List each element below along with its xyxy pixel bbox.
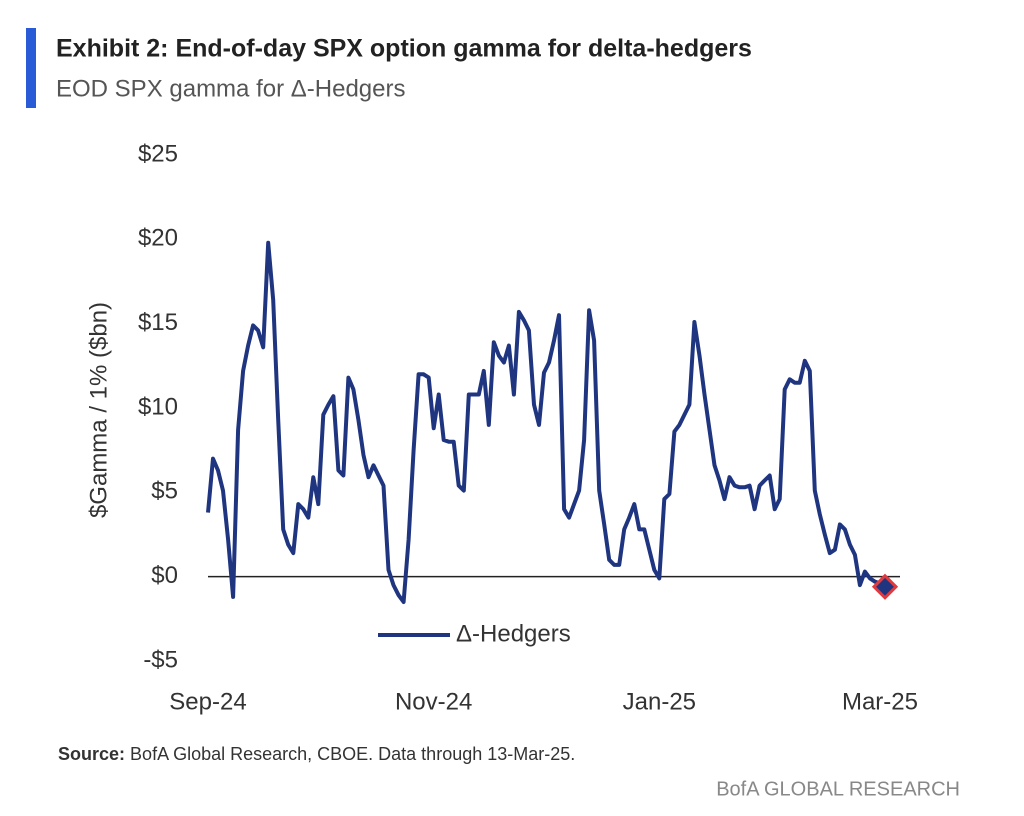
source-text: BofA Global Research, CBOE. Data through… [130,744,575,764]
chart-subtitle: EOD SPX gamma for Δ-Hedgers [56,75,405,102]
y-tick-label: $20 [138,225,178,252]
x-tick-label: Jan-25 [623,688,696,715]
y-tick-label: $10 [138,393,178,420]
source-note: Source: BofA Global Research, CBOE. Data… [58,744,575,764]
x-tick-label: Mar-25 [842,688,918,715]
x-tick-label: Nov-24 [395,688,472,715]
y-tick-label: $25 [138,140,178,167]
title-accent [26,28,36,108]
y-tick-label: $0 [151,562,178,589]
chart-title: Exhibit 2: End-of-day SPX option gamma f… [56,35,752,63]
y-tick-label: $15 [138,309,178,336]
data-line [206,240,887,604]
y-axis-label: $Gamma / 1% ($bn) [85,302,112,518]
source-label: Source: [58,744,125,764]
y-tick-label: -$5 [143,646,178,673]
x-tick-label: Sep-24 [169,688,246,715]
legend-label: Δ-Hedgers [456,620,571,647]
last-point-marker [871,573,899,600]
y-tick-label: $5 [151,478,178,505]
brand: BofA GLOBAL RESEARCH [716,778,960,800]
